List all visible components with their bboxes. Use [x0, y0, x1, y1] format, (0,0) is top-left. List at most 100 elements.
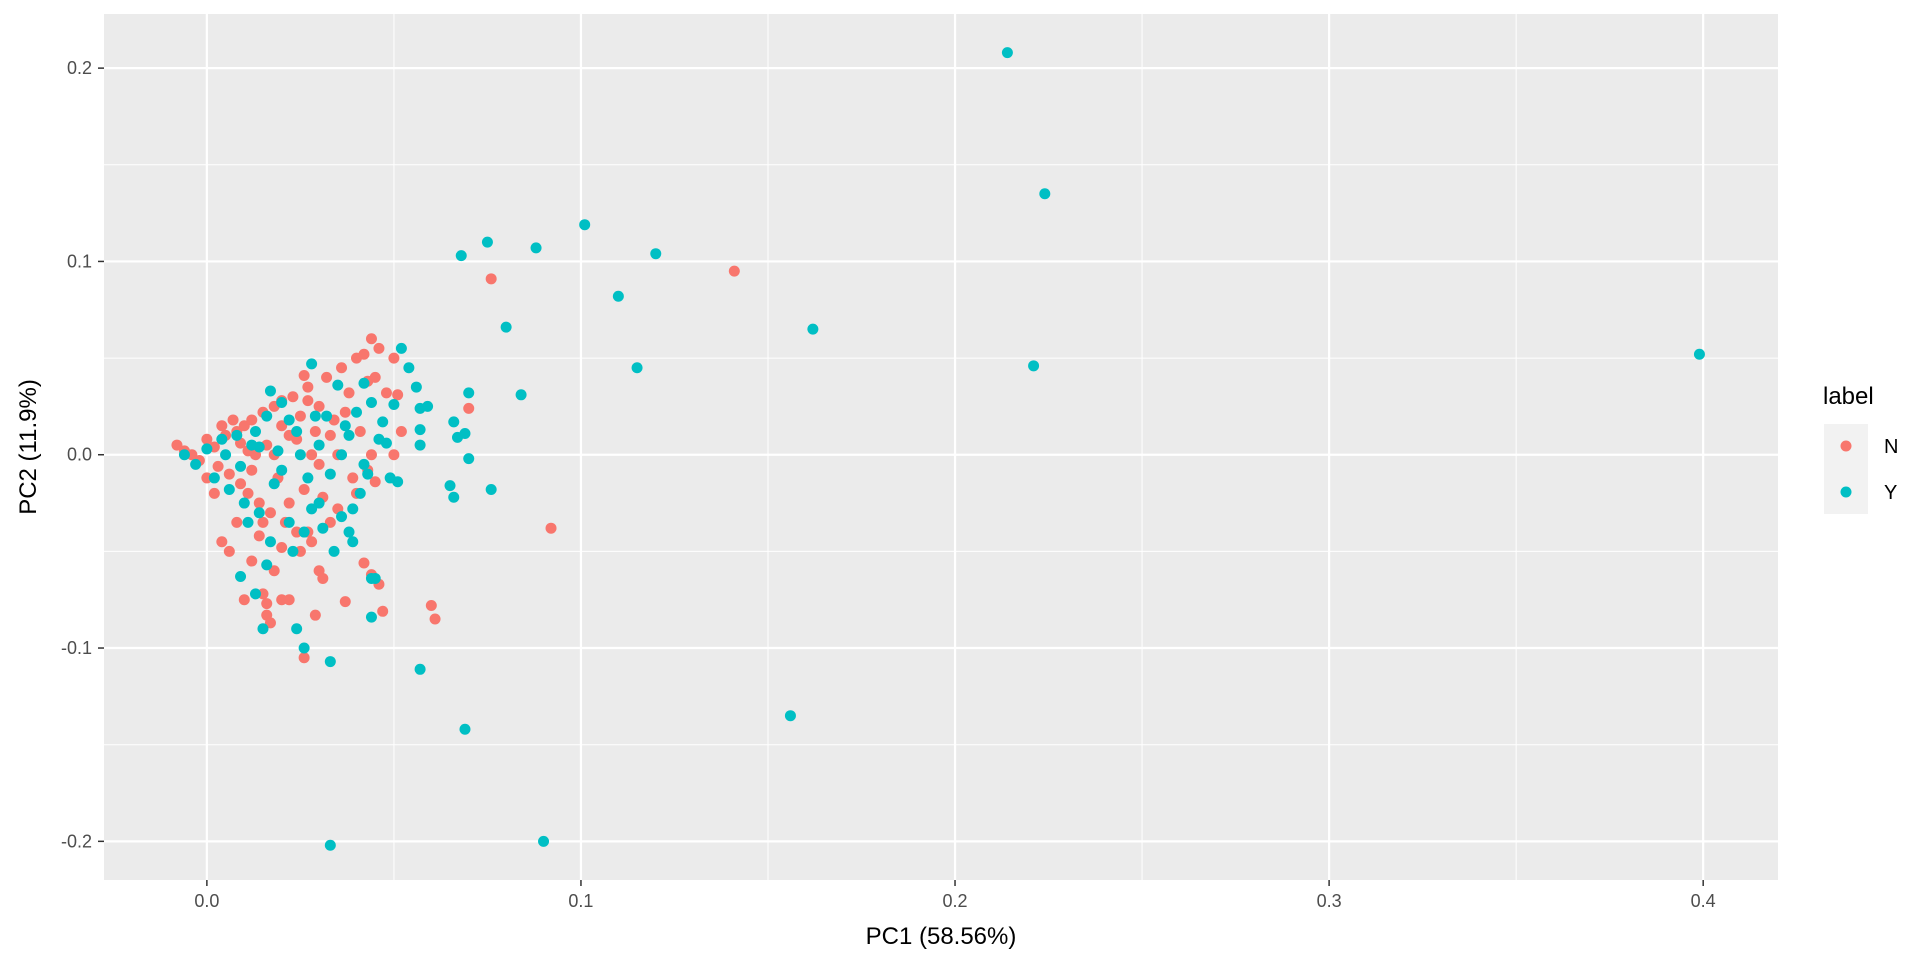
- y-tick-label: 0.1: [67, 251, 92, 271]
- data-point: [358, 458, 370, 470]
- data-point: [257, 516, 269, 528]
- data-point: [365, 572, 377, 584]
- data-point: [332, 379, 344, 391]
- data-point: [287, 545, 299, 557]
- data-point: [235, 478, 247, 490]
- data-point: [414, 663, 426, 675]
- data-point: [612, 290, 624, 302]
- data-point: [388, 398, 400, 410]
- data-point: [414, 439, 426, 451]
- data-point: [306, 503, 318, 515]
- data-point: [339, 406, 351, 418]
- y-tick-label: -0.1: [61, 638, 92, 658]
- series-Y: [178, 47, 1705, 851]
- data-point: [459, 723, 471, 735]
- data-point: [358, 377, 370, 389]
- data-point: [298, 484, 310, 496]
- data-point: [272, 445, 284, 457]
- data-point: [201, 433, 213, 445]
- data-point: [253, 507, 265, 519]
- data-point: [395, 342, 407, 354]
- data-point: [287, 391, 299, 403]
- data-point: [395, 426, 407, 438]
- data-point: [1028, 360, 1040, 372]
- data-point: [291, 623, 303, 635]
- data-point: [1001, 47, 1013, 59]
- data-point: [380, 387, 392, 399]
- data-point: [377, 605, 389, 617]
- data-point: [246, 555, 258, 567]
- data-point: [347, 503, 359, 515]
- data-point: [235, 460, 247, 472]
- data-point: [276, 542, 288, 554]
- data-point: [313, 400, 325, 412]
- data-point: [283, 594, 295, 606]
- legend-key-background: [1824, 424, 1868, 514]
- data-point: [268, 565, 280, 577]
- data-points: [171, 47, 1705, 851]
- data-point: [257, 623, 269, 635]
- data-point: [220, 449, 232, 461]
- data-point: [276, 397, 288, 409]
- data-point: [313, 497, 325, 509]
- data-point: [321, 410, 333, 422]
- legend-key-N: [1840, 440, 1852, 452]
- data-point: [238, 497, 250, 509]
- data-point: [276, 464, 288, 476]
- data-point: [291, 433, 303, 445]
- data-point: [216, 420, 228, 432]
- data-point: [264, 507, 276, 519]
- data-point: [306, 536, 318, 548]
- x-axis-title: PC1 (58.56%): [866, 923, 1017, 950]
- data-point: [388, 352, 400, 364]
- data-point: [339, 596, 351, 608]
- data-point: [242, 487, 254, 499]
- data-point: [358, 557, 370, 569]
- data-point: [294, 449, 306, 461]
- data-point: [294, 410, 306, 422]
- data-point: [306, 449, 318, 461]
- data-point: [309, 410, 321, 422]
- data-point: [354, 487, 366, 499]
- legend-label-N: N: [1884, 436, 1898, 458]
- data-point: [459, 427, 471, 439]
- data-point: [264, 617, 276, 629]
- data-point: [253, 441, 265, 453]
- data-point: [339, 420, 351, 432]
- data-point: [485, 484, 497, 496]
- data-point: [336, 511, 348, 523]
- data-point: [414, 424, 426, 436]
- data-point: [365, 333, 377, 345]
- data-point: [324, 516, 336, 528]
- data-point: [343, 526, 355, 538]
- data-point: [238, 594, 250, 606]
- data-point: [283, 414, 295, 426]
- data-point: [343, 387, 355, 399]
- data-point: [807, 323, 819, 335]
- data-point: [212, 460, 224, 472]
- data-point: [481, 236, 493, 248]
- data-point: [373, 342, 385, 354]
- data-point: [246, 414, 258, 426]
- legend-label-Y: Y: [1884, 482, 1897, 504]
- data-point: [231, 429, 243, 441]
- legend-title: label: [1823, 383, 1874, 410]
- data-point: [324, 429, 336, 441]
- data-point: [201, 443, 213, 455]
- x-tick-label: 0.2: [943, 891, 968, 911]
- data-point: [250, 426, 262, 438]
- data-point: [500, 321, 512, 333]
- data-point: [365, 397, 377, 409]
- data-point: [650, 248, 662, 260]
- legend: label N Y: [1823, 383, 1898, 514]
- data-point: [216, 433, 228, 445]
- data-point: [309, 609, 321, 621]
- data-point: [216, 536, 228, 548]
- data-point: [264, 536, 276, 548]
- data-point: [365, 611, 377, 623]
- data-point: [313, 439, 325, 451]
- data-point: [276, 420, 288, 432]
- data-point: [384, 472, 396, 484]
- data-point: [380, 437, 392, 449]
- data-point: [231, 516, 243, 528]
